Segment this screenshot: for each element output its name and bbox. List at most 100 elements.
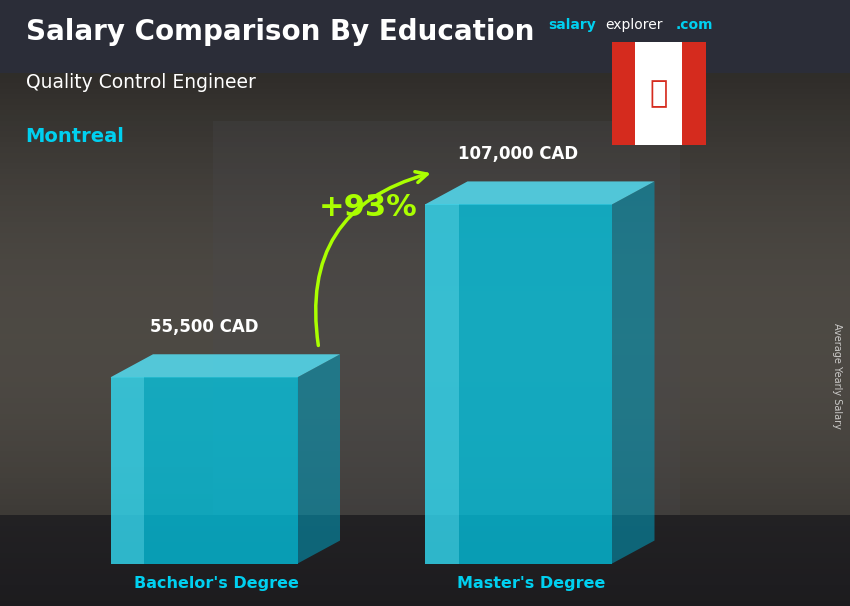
Bar xyxy=(0,568,850,574)
Text: 107,000 CAD: 107,000 CAD xyxy=(458,145,579,163)
Bar xyxy=(0,190,850,195)
Polygon shape xyxy=(110,355,340,378)
Bar xyxy=(0,435,850,441)
Bar xyxy=(0,132,850,137)
Text: Quality Control Engineer: Quality Control Engineer xyxy=(26,73,255,92)
Bar xyxy=(0,302,850,307)
Bar xyxy=(0,275,850,281)
Bar xyxy=(0,467,850,473)
Bar xyxy=(0,542,850,547)
Bar xyxy=(0,99,850,105)
Bar xyxy=(0,142,850,147)
Bar xyxy=(0,147,850,153)
Bar xyxy=(0,174,850,179)
Bar xyxy=(0,526,850,531)
Bar xyxy=(0,248,850,254)
Bar xyxy=(0,217,850,222)
Text: Salary Comparison By Education: Salary Comparison By Education xyxy=(26,18,534,46)
Bar xyxy=(0,259,850,265)
Bar xyxy=(0,404,850,408)
Bar xyxy=(0,419,850,425)
Bar xyxy=(0,105,850,110)
Bar xyxy=(0,179,850,185)
Bar xyxy=(0,126,850,132)
Bar xyxy=(0,73,850,78)
Bar xyxy=(0,505,850,510)
Bar xyxy=(0,195,850,201)
Bar xyxy=(0,244,850,248)
Bar xyxy=(0,297,850,302)
Bar xyxy=(110,378,298,564)
Bar xyxy=(0,350,850,355)
Bar xyxy=(0,110,850,115)
Bar xyxy=(0,393,850,398)
Text: salary: salary xyxy=(548,18,596,32)
Text: 🍁: 🍁 xyxy=(649,79,668,108)
Bar xyxy=(0,451,850,457)
Bar xyxy=(0,425,850,430)
Polygon shape xyxy=(425,181,654,204)
Bar xyxy=(0,478,850,484)
Bar xyxy=(0,595,850,601)
Bar xyxy=(0,531,850,537)
Bar xyxy=(0,553,850,558)
Text: explorer: explorer xyxy=(605,18,663,32)
Bar xyxy=(0,564,850,568)
Bar xyxy=(0,324,850,328)
Bar xyxy=(0,313,850,318)
Bar xyxy=(0,334,850,339)
Bar xyxy=(0,366,850,371)
Bar xyxy=(0,355,850,361)
Bar xyxy=(0,579,850,585)
Bar xyxy=(0,328,850,334)
Text: .com: .com xyxy=(676,18,713,32)
Bar xyxy=(0,153,850,158)
Bar xyxy=(0,590,850,595)
Bar xyxy=(0,78,850,84)
Text: Master's Degree: Master's Degree xyxy=(457,576,605,591)
Bar xyxy=(0,488,850,494)
Bar xyxy=(0,574,850,579)
Bar xyxy=(0,521,850,526)
Bar xyxy=(0,137,850,142)
Bar xyxy=(0,345,850,350)
Bar xyxy=(0,185,850,190)
Bar xyxy=(0,601,850,606)
Bar xyxy=(0,382,850,387)
Bar xyxy=(0,201,850,206)
Bar xyxy=(0,286,850,291)
Bar xyxy=(612,42,635,145)
Text: Average Yearly Salary: Average Yearly Salary xyxy=(832,323,842,428)
Bar xyxy=(0,227,850,233)
Bar xyxy=(0,441,850,446)
Text: 55,500 CAD: 55,500 CAD xyxy=(150,318,258,336)
Bar xyxy=(0,88,850,94)
Bar xyxy=(0,387,850,393)
Bar xyxy=(0,291,850,297)
Bar xyxy=(0,515,850,521)
Bar xyxy=(0,494,850,499)
Bar xyxy=(0,158,850,164)
Bar xyxy=(212,121,680,515)
Bar xyxy=(0,307,850,313)
Bar xyxy=(0,371,850,377)
Text: +93%: +93% xyxy=(318,193,417,222)
FancyBboxPatch shape xyxy=(610,40,707,148)
Bar xyxy=(0,94,850,99)
Bar xyxy=(0,211,850,217)
Bar xyxy=(425,204,459,564)
Bar xyxy=(425,204,612,564)
Polygon shape xyxy=(298,355,340,564)
Bar xyxy=(0,446,850,451)
Bar xyxy=(0,515,850,606)
Bar xyxy=(0,377,850,382)
Text: Bachelor's Degree: Bachelor's Degree xyxy=(134,576,299,591)
Bar xyxy=(0,585,850,590)
Bar xyxy=(0,168,850,174)
Bar xyxy=(0,408,850,414)
Bar xyxy=(0,121,850,126)
Polygon shape xyxy=(612,181,654,564)
Bar xyxy=(0,558,850,564)
Bar xyxy=(0,238,850,244)
Bar xyxy=(0,473,850,478)
